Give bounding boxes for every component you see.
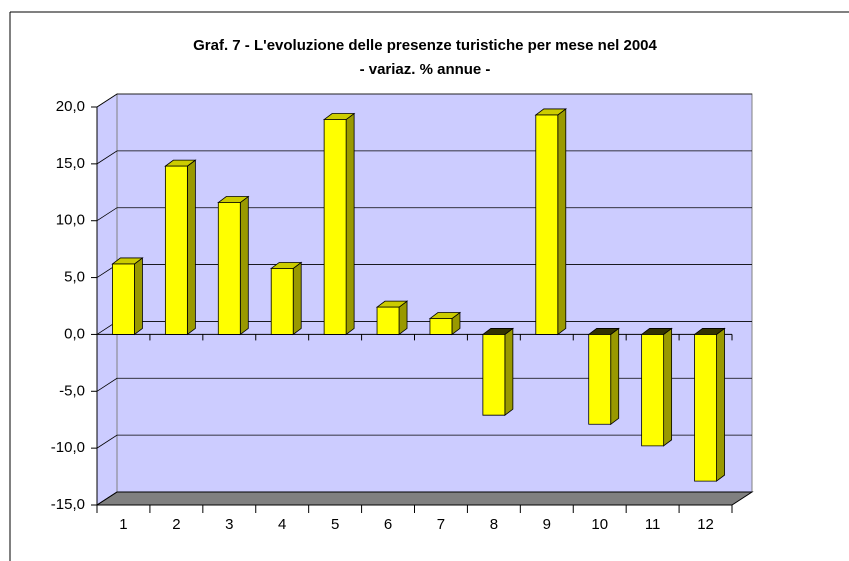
bar-front [376, 306, 400, 335]
x-tick-label: 2 [172, 516, 180, 533]
bar-front [535, 114, 559, 335]
bar [375, 300, 409, 336]
y-tick-label: 5,0 [64, 269, 85, 286]
bar [693, 327, 726, 482]
bar-front [217, 202, 241, 335]
y-tick-label: 20,0 [56, 98, 85, 115]
bar [587, 327, 620, 426]
bar-front [588, 334, 612, 425]
grid-line [96, 434, 752, 449]
bar [270, 261, 303, 336]
bar [640, 327, 673, 447]
bar-side [557, 108, 567, 336]
x-tick-label: 9 [543, 516, 551, 533]
grid-line [96, 377, 752, 392]
floor [95, 491, 754, 506]
bar [217, 195, 250, 336]
grid-line [96, 93, 752, 108]
x-tick-label: 6 [384, 516, 392, 533]
x-tick-label: 3 [225, 516, 233, 533]
bar [322, 112, 356, 336]
y-tick-label: 10,0 [56, 212, 85, 229]
bar [534, 108, 567, 336]
x-tick-label: 10 [591, 516, 608, 533]
grid-line [96, 491, 752, 506]
bar-side [345, 112, 355, 336]
bar-side [716, 327, 725, 482]
bar-side [504, 327, 514, 416]
bar-side [186, 159, 196, 336]
y-tick-label: -5,0 [59, 382, 85, 399]
bar-front [482, 334, 506, 416]
y-tick-label: 15,0 [56, 155, 85, 172]
bar [481, 327, 515, 416]
bar-front [641, 334, 665, 447]
bar-front [164, 165, 188, 335]
bar-side [134, 257, 143, 336]
bar-front [323, 119, 347, 335]
bar [111, 257, 144, 336]
x-tick-label: 8 [490, 516, 498, 533]
bar-side [663, 327, 673, 447]
bar-front [694, 334, 717, 482]
bar-side [292, 261, 302, 336]
x-tick-label: 11 [645, 516, 661, 533]
y-tick-label: -15,0 [51, 496, 85, 513]
bar [164, 159, 197, 336]
bar-side [610, 327, 620, 426]
bar-side [239, 195, 249, 336]
chart-subtitle: - variaz. % annue - [360, 61, 491, 78]
x-tick-label: 4 [278, 516, 286, 533]
bar-front [270, 268, 294, 335]
bar-front [429, 318, 453, 335]
x-tick-label: 5 [331, 516, 339, 533]
bar-front [112, 263, 135, 335]
bar [428, 311, 462, 336]
y-tick-label: 0,0 [64, 325, 85, 342]
x-tick-label: 7 [437, 516, 445, 533]
x-tick-label: 12 [697, 516, 714, 533]
chart-title: Graf. 7 - L'evoluzione delle presenze tu… [193, 37, 657, 54]
x-tick-label: 1 [119, 516, 127, 533]
y-tick-label: -10,0 [51, 439, 85, 456]
